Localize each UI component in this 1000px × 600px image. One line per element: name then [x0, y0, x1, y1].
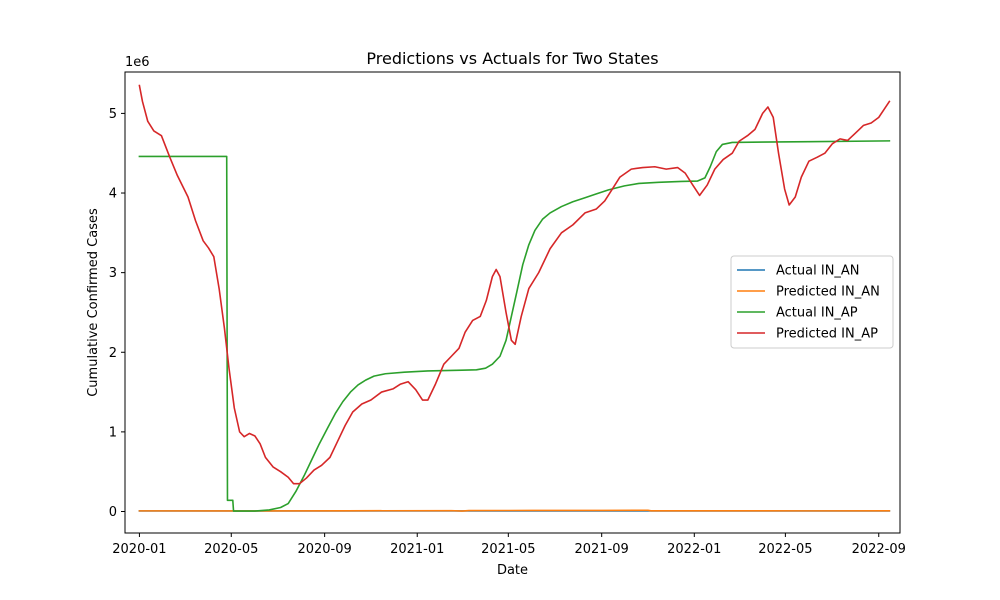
- x-tick-label: 2020-09: [297, 542, 351, 557]
- legend: Actual IN_AN Predicted IN_AN Actual IN_AP P…: [730, 255, 894, 349]
- series-line-predicted-in-ap: [138, 84, 891, 485]
- y-offset-label: 1e6: [125, 55, 150, 70]
- chart-title: Predictions vs Actuals for Two States: [366, 49, 658, 68]
- series-line-predicted-in-an: [138, 509, 891, 512]
- legend-label-predicted-in-ap: Predicted IN_AP: [776, 327, 878, 342]
- legend-box: [730, 255, 894, 349]
- x-tick-label: 2022-01: [667, 542, 721, 557]
- y-tick-label: 0: [109, 505, 117, 520]
- x-tick-label: 2021-09: [575, 542, 629, 557]
- y-axis-title: Cumulative Confirmed Cases: [86, 208, 101, 397]
- x-tick-label: 2021-05: [481, 542, 535, 557]
- x-axis-title: Date: [497, 563, 528, 578]
- x-tick-label: 2022-09: [852, 542, 906, 557]
- y-tick-label: 1: [109, 425, 117, 440]
- x-tick-label: 2020-05: [204, 542, 258, 557]
- y-tick-label: 3: [109, 266, 117, 281]
- x-tick-label: 2020-01: [112, 542, 166, 557]
- y-tick-label: 4: [109, 187, 117, 202]
- legend-label-predicted-in-an: Predicted IN_AN: [776, 285, 880, 300]
- series-line-actual-in-ap: [138, 140, 891, 512]
- x-tick-label: 2022-05: [758, 542, 812, 557]
- y-tick-label: 2: [109, 346, 117, 361]
- legend-label-actual-in-ap: Actual IN_AP: [776, 306, 858, 321]
- legend-label-actual-in-an: Actual IN_AN: [776, 264, 860, 279]
- x-tick-label: 2021-01: [390, 542, 444, 557]
- series-layer: [138, 84, 891, 512]
- y-tick-label: 5: [109, 107, 117, 122]
- y-axis: 0 1 2 3 4 5: [109, 107, 125, 520]
- plot-area: [124, 71, 901, 534]
- plot-frame: [124, 71, 901, 534]
- x-axis: 2020-01 2020-05 2020-09 2021-01 2021-05 2021-…: [112, 533, 906, 557]
